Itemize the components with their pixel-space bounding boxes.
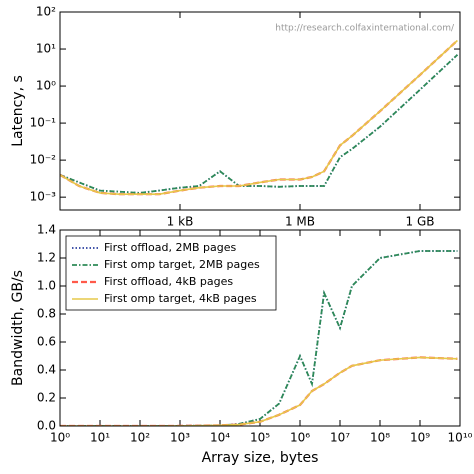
y-tick-label: 1.0: [37, 279, 56, 293]
y-tick-label: 10²: [36, 5, 56, 19]
legend-label: First omp target, 4kB pages: [104, 292, 257, 305]
x-tick-label: 10¹⁰: [448, 431, 473, 445]
x-tick-label: 10²: [130, 431, 150, 445]
plot-frame: [59, 229, 461, 427]
x-tick-label: 10³: [170, 431, 190, 445]
y-tick-label: 0.0: [37, 419, 56, 433]
x-axis-label: Array size, bytes: [202, 450, 319, 466]
y-tick-label: 10⁻²: [30, 153, 57, 167]
y-tick-label: 10⁰: [36, 79, 56, 93]
y-tick-label: 0.6: [37, 335, 56, 349]
x-tick-label: 1 kB: [167, 215, 194, 229]
y-tick-label: 1.4: [37, 223, 56, 237]
x-tick-label: 10⁷: [330, 431, 350, 445]
plot-frame: [59, 11, 461, 211]
x-tick-label: 1 MB: [285, 215, 315, 229]
legend: First offload, 2MB pages First omp target…: [65, 235, 277, 311]
legend-label: First omp target, 2MB pages: [104, 258, 260, 271]
legend-label: First offload, 4kB pages: [104, 275, 233, 288]
series-line: [60, 356, 458, 426]
y-tick-label: 10¹: [36, 42, 56, 56]
x-tick-label: 10⁸: [370, 431, 390, 445]
y-tick-label: 10⁻¹: [30, 116, 57, 130]
series-line: [60, 54, 459, 194]
series-line: [60, 54, 459, 194]
x-tick-label: 10⁹: [410, 431, 430, 445]
annotation: http://research.colfaxinternational.com/: [275, 24, 455, 34]
y-tick-label: 0.2: [37, 391, 56, 405]
series-line: [60, 250, 458, 426]
x-tick-label: 10¹: [90, 431, 110, 445]
y-tick-label: 0.4: [37, 363, 56, 377]
x-tick-label: 10⁴: [210, 431, 230, 445]
series-line: [60, 356, 458, 426]
x-tick-label: 10⁶: [290, 431, 310, 445]
y-tick-label: 10⁻³: [30, 190, 57, 204]
legend-label: First offload, 2MB pages: [104, 241, 236, 254]
y-tick-label: 0.8: [37, 307, 56, 321]
legend-box: [65, 235, 277, 311]
x-tick-label: 1 GB: [406, 215, 435, 229]
x-tick-label: 10⁰: [50, 431, 70, 445]
y-axis-label: Latency, s: [10, 75, 26, 147]
y-axis-label: Bandwidth, GB/s: [10, 270, 26, 386]
series-line: [60, 39, 459, 196]
series-line: [60, 39, 458, 195]
x-tick-label: 10⁵: [250, 431, 270, 445]
y-tick-label: 1.2: [37, 251, 56, 265]
